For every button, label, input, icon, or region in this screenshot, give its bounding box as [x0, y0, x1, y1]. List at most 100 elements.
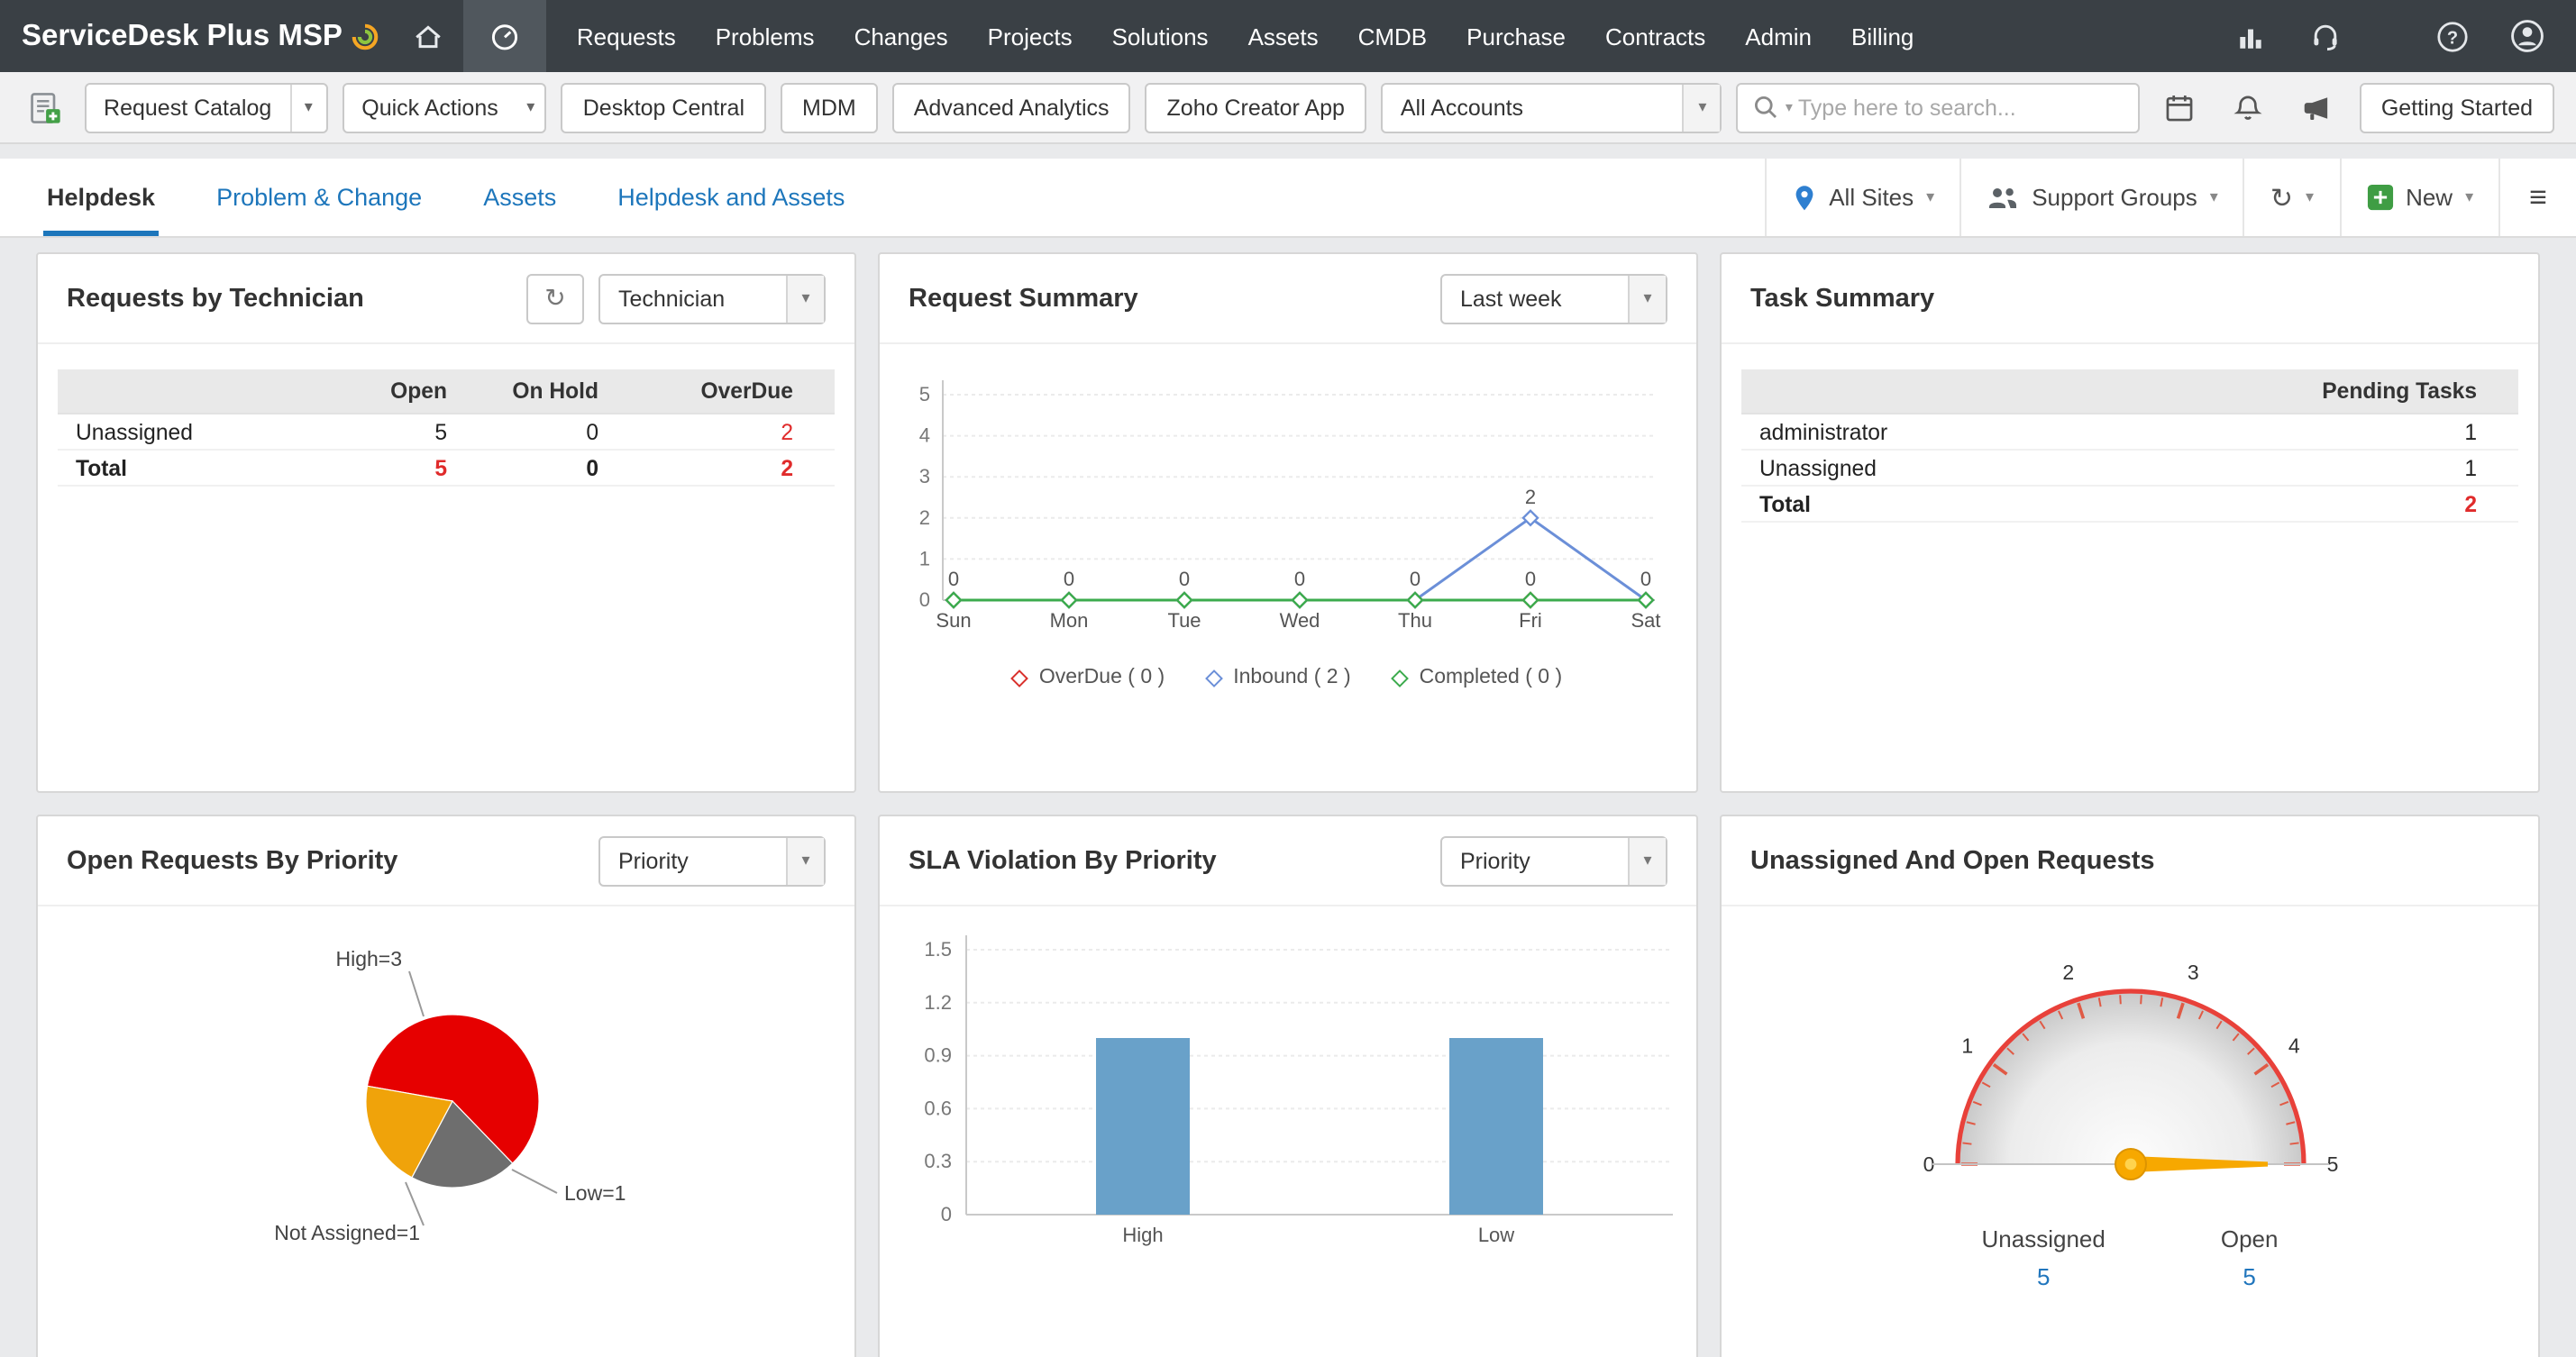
announcement-megaphone-icon[interactable]	[2291, 82, 2342, 132]
refresh-button[interactable]: ↻	[526, 273, 584, 323]
notifications-bell-icon[interactable]	[2223, 82, 2273, 132]
home-icon[interactable]	[398, 0, 460, 72]
svg-text:3: 3	[919, 465, 930, 487]
support-headset-icon[interactable]	[2302, 13, 2349, 59]
app-logo[interactable]: ServiceDesk Plus MSP	[22, 19, 380, 53]
legend-item[interactable]: Completed ( 0 )	[1391, 667, 1562, 688]
cell-value[interactable]: 2	[781, 455, 793, 480]
tab-assets[interactable]: Assets	[483, 184, 557, 211]
legend-label: OverDue ( 0 )	[1038, 667, 1165, 688]
panel-header: Open Requests By Priority Priority ▾	[38, 816, 854, 906]
toolbar-button-desktop-central[interactable]: Desktop Central	[561, 82, 766, 132]
svg-text:1.2: 1.2	[924, 991, 952, 1014]
chevron-down-icon: ▾	[1785, 99, 1793, 115]
panel-unassigned-and-open-requests: Unassigned And Open Requests 0 1 2 3 4 5 Unas…	[1720, 815, 2540, 1357]
cell-value[interactable]: 1	[2464, 455, 2477, 480]
search-box[interactable]: ▾	[1736, 82, 2140, 132]
table-row: administrator 1	[1741, 414, 2518, 451]
request-catalog-dropdown[interactable]: Request Catalog ▾	[84, 82, 328, 132]
dashboard: Requests by Technician ↻ Technician ▾ Op…	[0, 238, 2576, 1357]
nav-item-changes[interactable]: Changes	[854, 23, 948, 50]
help-question-icon[interactable]: ?	[2428, 13, 2475, 59]
cell-value[interactable]: 1	[2464, 419, 2477, 444]
quick-actions-dropdown[interactable]: Quick Actions ▾	[342, 82, 547, 132]
cell-value[interactable]: 5	[434, 455, 447, 480]
tab-helpdesk-and-assets[interactable]: Helpdesk and Assets	[617, 184, 845, 211]
chevron-down-icon: ▾	[786, 837, 824, 884]
toolbar-button-zoho-creator-app[interactable]: Zoho Creator App	[1145, 82, 1366, 132]
nav-item-problems[interactable]: Problems	[715, 23, 815, 50]
svg-text:High: High	[1122, 1224, 1163, 1246]
refresh-dropdown[interactable]: ↻ ▾	[2243, 159, 2339, 236]
svg-text:0: 0	[1640, 568, 1651, 590]
column-header: Pending Tasks	[2322, 378, 2477, 404]
svg-text:Mon: Mon	[1050, 609, 1089, 632]
navbar-right: ?	[2226, 13, 2551, 59]
getting-started-button[interactable]: Getting Started	[2359, 82, 2554, 132]
svg-text:0: 0	[1179, 568, 1190, 590]
dashboard-menu-hamburger-icon[interactable]: ≡	[2498, 159, 2576, 236]
nav-item-assets[interactable]: Assets	[1247, 23, 1319, 50]
tab-helpdesk[interactable]: Helpdesk	[43, 159, 160, 236]
tab-problem-change[interactable]: Problem & Change	[216, 184, 423, 211]
svg-text:1: 1	[919, 547, 930, 569]
cell-value[interactable]: 5	[434, 419, 447, 444]
period-select[interactable]: Last week ▾	[1440, 273, 1667, 323]
legend-item[interactable]: OverDue ( 0 )	[1010, 667, 1165, 688]
panel-header: Unassigned And Open Requests	[1722, 816, 2538, 906]
chevron-down-icon: ▾	[1682, 84, 1721, 131]
new-dropdown[interactable]: New ▾	[2339, 159, 2498, 236]
legend-item[interactable]: Inbound ( 2 )	[1205, 667, 1351, 688]
all-sites-dropdown[interactable]: All Sites ▾	[1764, 159, 1959, 236]
priority-group-select[interactable]: Priority ▾	[598, 835, 826, 886]
column-header: On Hold	[512, 378, 598, 404]
new-label: New	[2406, 184, 2453, 211]
nav-item-purchase[interactable]: Purchase	[1466, 23, 1566, 50]
svg-text:0: 0	[1064, 568, 1074, 590]
panel-open-requests-by-priority: Open Requests By Priority Priority ▾ Hig…	[36, 815, 856, 1357]
calendar-icon[interactable]	[2154, 82, 2205, 132]
nav-item-billing[interactable]: Billing	[1851, 23, 1914, 50]
nav-item-admin[interactable]: Admin	[1745, 23, 1812, 50]
stat-value-link[interactable]: 5	[2243, 1263, 2256, 1290]
row-label: Unassigned	[76, 419, 193, 444]
request-catalog-label: Request Catalog	[104, 95, 272, 120]
cell-value[interactable]: 2	[2464, 491, 2477, 516]
nav-item-cmdb[interactable]: CMDB	[1357, 23, 1428, 50]
gauge-stat: Open 5	[2221, 1225, 2279, 1290]
legend-marker-icon	[1010, 669, 1029, 687]
nav-item-projects[interactable]: Projects	[987, 23, 1073, 50]
chevron-down-icon: ▾	[2465, 187, 2474, 205]
reports-chart-icon[interactable]	[2226, 13, 2273, 59]
support-groups-label: Support Groups	[2032, 184, 2197, 211]
toolbar-button-mdm[interactable]: MDM	[781, 82, 878, 132]
stat-value-link[interactable]: 5	[2036, 1263, 2051, 1290]
panel-title: Request Summary	[909, 284, 1138, 313]
cell-value[interactable]: 0	[586, 455, 598, 480]
cell-value[interactable]: 0	[586, 419, 598, 444]
accounts-select[interactable]: All Accounts ▾	[1380, 82, 1722, 132]
row-label: Total	[76, 455, 127, 480]
panel-title: Unassigned And Open Requests	[1750, 846, 2155, 875]
tab-list: Helpdesk Problem & Change Assets Helpdesk a…	[43, 159, 902, 236]
svg-text:3: 3	[2188, 961, 2199, 984]
search-input[interactable]	[1797, 95, 2124, 120]
nav-item-requests[interactable]: Requests	[576, 23, 676, 50]
nav-item-solutions[interactable]: Solutions	[1111, 23, 1209, 50]
support-groups-dropdown[interactable]: Support Groups ▾	[1959, 159, 2243, 236]
table-row: Total 5 0 2	[58, 451, 835, 487]
dashboard-tab-speedometer-icon[interactable]	[462, 0, 546, 72]
technician-group-select[interactable]: Technician ▾	[598, 273, 826, 323]
account-user-icon[interactable]	[2504, 13, 2551, 59]
row-label: Total	[1759, 491, 1811, 516]
panel-title: SLA Violation By Priority	[909, 846, 1217, 875]
toolbar-button-advanced-analytics[interactable]: Advanced Analytics	[891, 82, 1131, 132]
row-label: administrator	[1759, 419, 1888, 444]
column-header: Open	[390, 378, 447, 404]
panel-header: Task Summary	[1722, 254, 2538, 344]
priority-group-select[interactable]: Priority ▾	[1440, 835, 1667, 886]
cell-value[interactable]: 2	[781, 419, 793, 444]
chevron-down-icon: ▾	[526, 97, 535, 115]
request-template-icon[interactable]	[22, 82, 69, 132]
nav-item-contracts[interactable]: Contracts	[1605, 23, 1706, 50]
